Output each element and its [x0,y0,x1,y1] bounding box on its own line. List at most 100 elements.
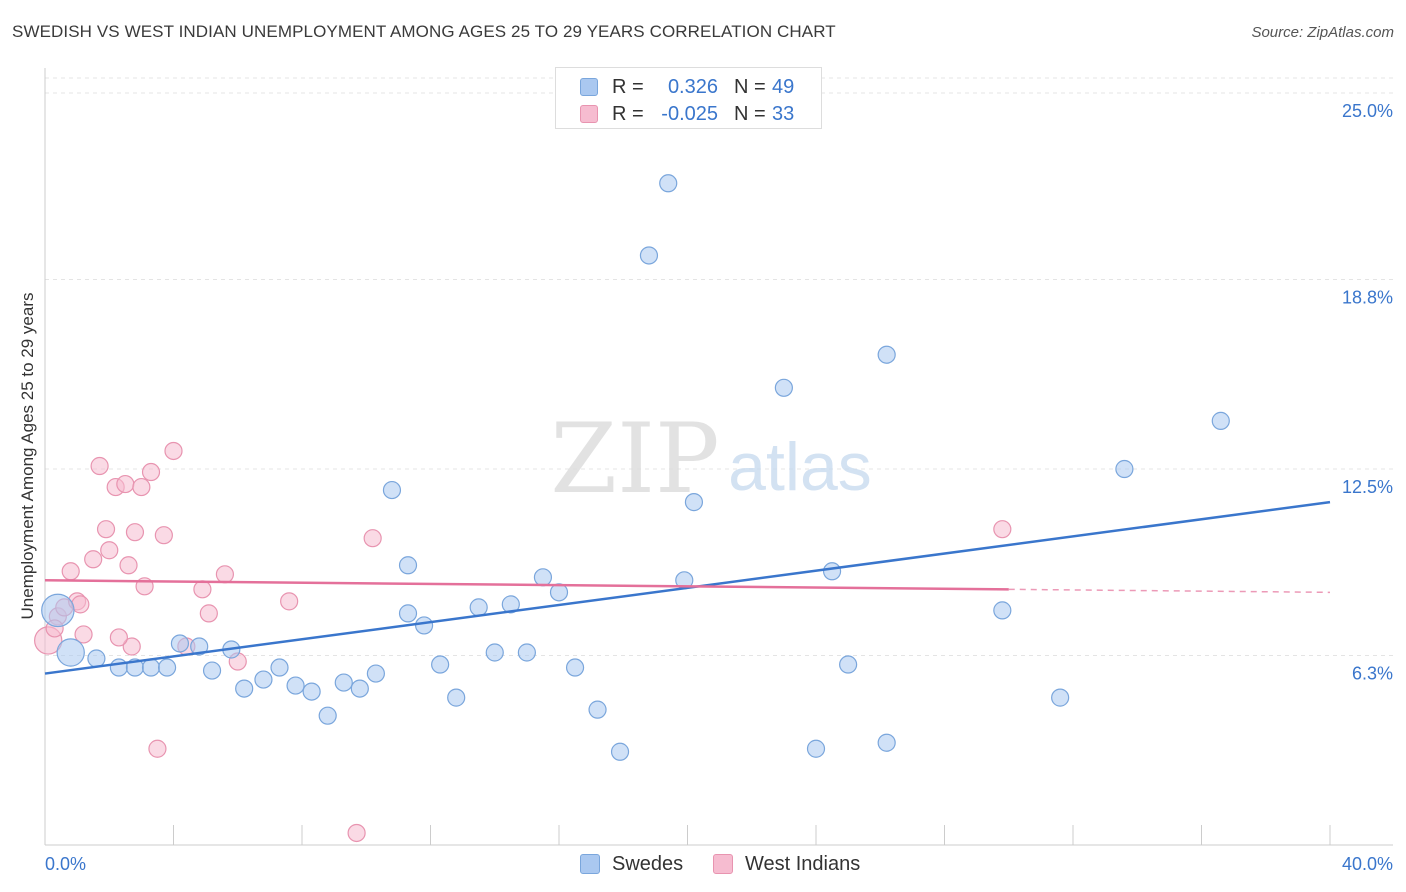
swedes-point [774,378,793,397]
legend-n-value: 49 [772,76,795,98]
swedes-point [993,601,1012,620]
swedes-point [87,649,106,668]
swedes-point [350,679,369,698]
swedes-point [1115,459,1134,479]
west-indians-point [74,625,93,644]
swedes-point [431,655,450,674]
legend-r-label: R = [612,76,644,98]
west-indians-trend-extension [1008,588,1331,594]
west-indians-point [100,541,119,560]
swedes-point [202,661,222,680]
swedes-point [235,679,254,698]
swedes-point [414,616,434,635]
swedes-point [806,739,826,758]
swedes-point [610,742,630,761]
west-indians-point [61,562,80,581]
swedes-point [1211,411,1230,430]
west-indians-point [199,604,218,623]
swedes-point [254,670,273,689]
west-indians-point [280,592,299,611]
west-indians-point [993,520,1012,539]
swedes-point [469,598,488,617]
y-tick-label: 18.8% [1342,288,1393,308]
legend-r-value: 0.326 [667,76,718,98]
swedes-point [822,562,842,581]
swedes-point [398,604,418,623]
x-tick-label-min: 0.0% [45,854,86,874]
west-indians-point [193,580,212,599]
west-indians-trend-line [44,579,1009,591]
west-indians-point [122,637,141,656]
swedes-point [501,595,520,614]
swedes-point [684,493,704,512]
swedes-point [549,583,569,602]
swedes-point [639,246,659,265]
swedes-point [517,643,536,662]
west-indians-point [148,739,167,758]
west-indians-point [109,628,128,647]
legend-n-label: N = [734,103,766,125]
west-indians-point [164,441,183,461]
watermark-atlas: atlas [728,429,872,505]
series-label-west-indians: West Indians [745,853,861,875]
west-indians-point [363,529,382,548]
west-indians-point [84,550,103,569]
swedes-point [877,345,896,364]
swedes-point [190,637,209,656]
series-label-swedes: Swedes [612,853,684,875]
west-indians-point [141,462,161,482]
swedes-point [286,676,305,695]
swedes-point [41,593,75,628]
legend-n-label: N = [734,76,766,98]
swedes-point [366,664,385,683]
swedes-point [170,634,190,653]
legend-row-swedes: R = 0.326 N = 49 [556,74,821,102]
correlation-legend: R = 0.326 N = 49 R = -0.025 N = 33 [555,67,822,129]
legend-row-west-indians: R = -0.025 N = 33 [556,101,821,129]
x-tick-label-max: 40.0% [1342,854,1393,874]
swedes-point [56,638,85,667]
swedes-point [588,700,607,719]
swedes-point [533,568,553,587]
swedes-point [157,658,177,677]
west-indians-point [119,556,138,575]
swedes-point [565,658,585,677]
swedes-point [877,733,896,752]
west-indians-point [90,456,109,476]
west-indians-point [96,520,116,539]
west-indians-point [154,526,173,545]
swedes-point [109,658,128,677]
swedes-point [659,174,678,193]
swedes-point [839,655,858,674]
swedes-point [302,682,321,701]
series-swatch-west-indians [713,854,733,874]
west-indians-point [116,474,135,494]
y-axis-title: Unemployment Among Ages 25 to 29 years [18,292,37,620]
west-indians-point [125,523,145,542]
swedes-point [1051,688,1070,707]
swedes-point [318,706,337,725]
swedes-point [270,658,289,677]
legend-r-value: -0.025 [661,103,718,125]
y-tick-label: 12.5% [1342,477,1393,497]
swedes-point [382,480,402,500]
legend-swatch-swedes [580,78,598,96]
west-indians-point [215,565,234,584]
swedes-point [447,688,466,707]
west-indians-point [347,823,366,843]
series-swatch-swedes [580,854,600,874]
west-indians-point [132,477,151,497]
swedes-point [398,556,418,575]
legend-swatch-west-indians [580,105,598,123]
series-legend: Swedes West Indians [0,852,1406,878]
swedes-point [141,658,161,677]
chart-title: SWEDISH VS WEST INDIAN UNEMPLOYMENT AMON… [12,22,836,41]
y-tick-label: 25.0% [1342,101,1393,121]
swedes-point [485,643,504,662]
y-tick-label: 6.3% [1352,664,1393,684]
swedes-trend-line [44,500,1331,675]
swedes-point [334,673,353,692]
chart-source: Source: ZipAtlas.com [1251,24,1394,41]
